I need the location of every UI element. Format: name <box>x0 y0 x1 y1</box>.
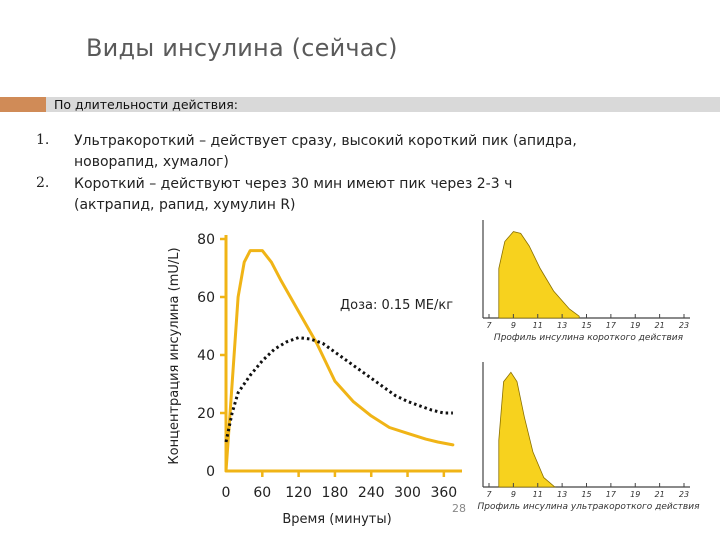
list-item-2-line1: Короткий – действуют через 30 мин имеют … <box>74 176 513 192</box>
x-tick-label: 300 <box>394 485 421 501</box>
thumb-tick-label: 9 <box>511 321 516 330</box>
x-tick-label: 120 <box>285 485 312 501</box>
y-axis-title: Концентрация инсулина (mU/L) <box>167 247 182 464</box>
solid-series-line <box>224 249 455 473</box>
thumb-tick-label: 23 <box>679 490 689 499</box>
page-number: 28 <box>452 502 466 515</box>
thumb-tick-label: 19 <box>630 490 640 499</box>
thumb-tick-label: 11 <box>533 490 543 499</box>
list-number-1: 1. <box>36 132 50 148</box>
thumb-title: Профиль инсулина ультракороткого действи… <box>478 502 701 512</box>
thumb-tick-label: 19 <box>630 321 640 330</box>
x-tick-label: 60 <box>253 485 271 501</box>
list-item-2-line2: (актрапид, рапид, хумулин R) <box>74 197 296 213</box>
list-item-1-line2: новорапид, хумалог) <box>74 154 229 170</box>
thumb-title: Профиль инсулина короткого действия <box>494 333 684 343</box>
x-tick-label: 180 <box>322 485 349 501</box>
thumb-tick-label: 7 <box>486 321 492 330</box>
y-tick-label: 20 <box>197 406 215 422</box>
thumb-tick-label: 17 <box>606 321 617 330</box>
subtitle-band-label: По длительности действия: <box>54 97 239 112</box>
list-item-1-line1: Ультракороткий – действует сразу, высоки… <box>74 133 577 149</box>
subtitle-band <box>46 97 720 112</box>
thumb-tick-label: 15 <box>581 321 591 330</box>
short-acting-profile-thumbnail: 7 9 11 13 15 17 19 21 23 Профиль инсулина коротко… <box>482 220 690 343</box>
thumb-area <box>498 231 580 319</box>
thumb-tick-label: 17 <box>606 490 617 499</box>
y-tick-label: 40 <box>197 348 215 364</box>
thumb-area <box>498 371 556 488</box>
list-item-2: Короткий – действуют через 30 мин имеют … <box>74 174 634 216</box>
x-axis-title: Время (минуты) <box>282 512 391 527</box>
thumb-tick-label: 15 <box>581 490 591 499</box>
thumb-tick-label: 9 <box>511 490 516 499</box>
main-chart: 0 20 40 60 80 0 60 120 180 240 300 360 Время (минуты… <box>167 232 462 527</box>
thumb-tick-label: 23 <box>679 321 689 330</box>
thumb-tick-label: 21 <box>655 321 665 330</box>
y-tick-label: 0 <box>206 464 215 480</box>
thumb-tick-label: 13 <box>557 321 567 330</box>
y-tick-label: 60 <box>197 290 215 306</box>
x-tick-label: 240 <box>358 485 385 501</box>
thumb-tick-label: 11 <box>533 321 543 330</box>
list-number-2: 2. <box>36 175 50 191</box>
slide-title: Виды инсулина (сейчас) <box>86 34 398 62</box>
x-tick-label: 360 <box>430 485 457 501</box>
ultrashort-acting-profile-thumbnail: 7 9 11 13 15 17 19 21 23 Профиль инсулина ультрак… <box>478 362 701 512</box>
thumb-tick-label: 7 <box>486 490 492 499</box>
thumb-tick-label: 21 <box>655 490 665 499</box>
accent-bar <box>0 97 46 112</box>
thumb-tick-label: 13 <box>557 490 567 499</box>
y-tick-label: 80 <box>197 232 215 248</box>
dotted-series-line <box>224 336 453 443</box>
x-tick-label: 0 <box>222 485 231 501</box>
dose-annotation: Доза: 0.15 МЕ/кг <box>340 298 453 313</box>
list-item-1: Ультракороткий – действует сразу, высоки… <box>74 131 634 173</box>
